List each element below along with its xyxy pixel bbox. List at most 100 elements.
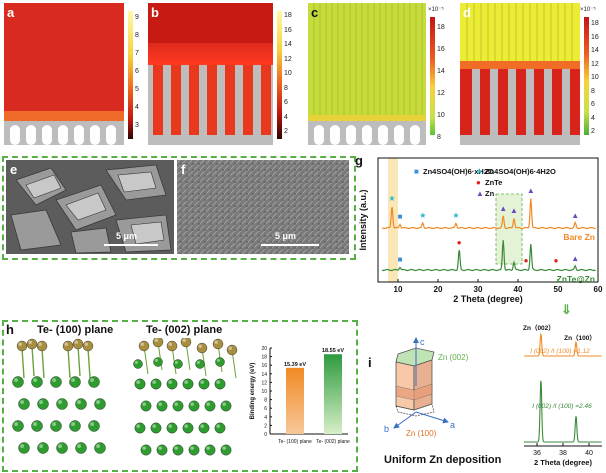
panel-h-label: h (6, 322, 14, 337)
panel-b-simulation (148, 3, 282, 145)
zn-atom (88, 376, 100, 388)
zn-atom (12, 376, 24, 388)
bare-zn-ratio: I (002) /I (100) =1.12 (530, 348, 590, 355)
panel-b: b 18 16 14 12 10 8 6 4 2 (148, 3, 298, 145)
panel-e-scale-label: 5 μm (116, 231, 138, 241)
colorbar-tick: 18 (284, 12, 292, 19)
panel-a-colorbar-ticks: 9 8 7 6 5 4 3 (135, 9, 139, 135)
peak-marker: ▲ (527, 186, 535, 195)
y-tick-label: 0 (264, 432, 267, 438)
peak-marker: ▲ (499, 204, 507, 213)
atomic-models (12, 338, 238, 456)
panel-c-label: c (311, 5, 319, 20)
y-axis-title: Binding energy (eV) (250, 363, 256, 420)
peak-marker: ● (524, 256, 529, 265)
bar-value-label: 18.55 eV (322, 348, 344, 354)
legend-symbol: ▲ (476, 189, 484, 198)
bar-value-label: 15.39 eV (284, 362, 306, 368)
zn-100-label: Zn (100) (406, 429, 437, 438)
axis-a-arrow (415, 411, 449, 424)
x-tick-label: 10 (394, 285, 403, 294)
sem-panel-frame (2, 156, 356, 260)
x-tick-label: 40 (585, 450, 593, 457)
znte-zn-ratio: I (002) /I (100) =2.46 (532, 403, 592, 410)
zn-atom (166, 422, 178, 434)
xrd-chart: 10 20 30 40 50 60 2 Theta (degree) Intensity (a… (358, 157, 603, 304)
panel-c: c ×10⁻⁵ 18 16 14 12 10 8 (308, 3, 456, 145)
zn-atom (69, 420, 81, 432)
hexagonal-cell-diagram: c a b Zn (002) Zn (100) (384, 337, 469, 438)
te-atom (26, 338, 38, 350)
colorbar-tick: 16 (591, 33, 599, 41)
zn-002-peak-label: Zn（002） (523, 324, 555, 332)
panel-e-scale-bar (104, 244, 158, 246)
zn-atom (166, 378, 178, 390)
x-tick-label: 36 (533, 450, 541, 457)
zn-atom (188, 400, 200, 412)
zn-atom (182, 378, 194, 390)
colorbar-tick: 7 (135, 50, 139, 57)
zn-atom (75, 398, 87, 410)
te-atom (196, 342, 208, 354)
bond (41, 347, 45, 379)
y-tick-label: 8 (264, 398, 267, 404)
legend-symbol: ● (476, 178, 481, 187)
bond (67, 347, 71, 379)
y-tick-label: 16 (261, 363, 267, 369)
zn-atom (214, 422, 226, 434)
te-atom (180, 338, 192, 348)
te-002-plane-title: Te- (002) plane (146, 324, 223, 336)
colorbar-tick: 8 (437, 134, 441, 141)
zn-atom (134, 378, 146, 390)
series-label: ZnTe@Zn (557, 274, 595, 284)
legend-label: Zn4SO4(OH)6·4H2O (485, 167, 556, 176)
x-tick-label: 38 (559, 450, 567, 457)
bar-category-label: Te- (002) plane (316, 439, 350, 445)
bar (286, 367, 304, 434)
colorbar-tick: 4 (284, 113, 288, 121)
peak-marker: ★ (452, 211, 459, 220)
zn-atom (198, 422, 210, 434)
x-tick-label: 60 (594, 285, 603, 294)
colorbar-tick: 2 (591, 128, 595, 135)
legend-symbol: ■ (414, 167, 419, 176)
zn-atom (75, 442, 87, 454)
panel-f-sem-image (177, 160, 349, 254)
panel-f-scale-bar (261, 244, 319, 246)
zn-002-label: Zn (002) (438, 353, 469, 362)
colorbar-tick: 9 (135, 14, 139, 21)
bar-category-label: Te- (100) plane (278, 439, 312, 445)
axis-c-label: c (420, 337, 425, 347)
y-tick-label: 4 (264, 415, 267, 421)
te-atom (82, 340, 94, 352)
colorbar-tick: 12 (591, 60, 599, 68)
y-tick-label: 2 (264, 423, 267, 429)
te-atom (16, 340, 28, 352)
zn-atom (56, 442, 68, 454)
zn-atom (50, 376, 62, 388)
bond (31, 345, 35, 377)
zn-atom (88, 420, 100, 432)
panel-a-label: a (7, 5, 15, 20)
zn-atom (50, 420, 62, 432)
xrd-inset: 36 38 402 Theta (degree) Zn（002） Zn（100） I (0… (523, 324, 602, 467)
bare-zn-trace (524, 332, 602, 357)
panel-c-simulation (308, 3, 435, 145)
te-atom (138, 340, 150, 352)
panel-f: f 5 μm (177, 160, 349, 254)
zn-atom (188, 444, 200, 456)
plot-frame (377, 157, 599, 283)
colorbar-tick: 6 (135, 68, 139, 75)
zn-atom (156, 400, 168, 412)
series-line (381, 198, 596, 230)
peak-marker: ■ (398, 255, 403, 264)
zn-atom (153, 357, 163, 367)
zn-atom (37, 442, 49, 454)
panel-g-label: g (355, 153, 363, 168)
panel-c-colorbar-exponent: ×10⁻⁵ (428, 7, 444, 13)
colorbar-tick: 10 (591, 74, 599, 81)
legend-label: Zn (485, 189, 495, 198)
binding-energy-chart: 0 2 4 6 8 10 12 14 16 18 20 Binding energy (eV) 15.3… (250, 346, 350, 445)
colorbar-tick: 16 (284, 26, 292, 34)
